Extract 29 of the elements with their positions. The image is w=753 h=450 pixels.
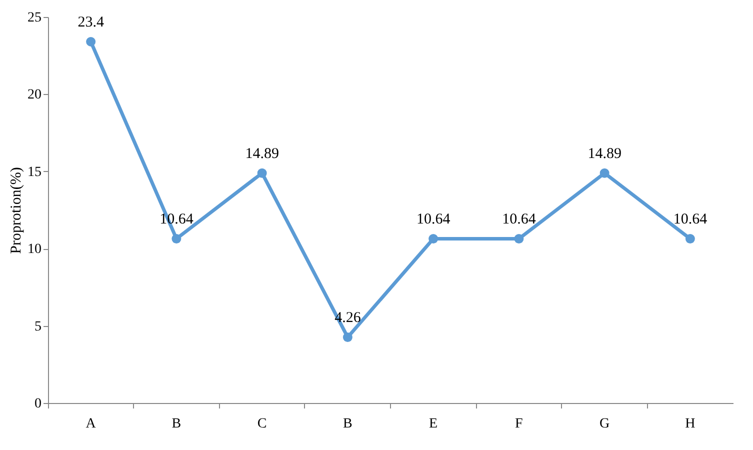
x-tick-label: A	[86, 416, 97, 432]
y-tick-label: 0	[34, 396, 42, 412]
point	[514, 234, 524, 244]
y-axis-title: Proprotion(%)	[8, 167, 24, 254]
x-tick-label: G	[600, 416, 610, 432]
data-label: 10.64	[416, 212, 451, 228]
point	[600, 168, 610, 178]
x-tick-label: F	[515, 416, 524, 432]
data-label: 10.64	[502, 212, 536, 228]
point	[342, 332, 352, 342]
x-tick-label: B	[343, 416, 352, 432]
point	[172, 234, 182, 244]
y-tick-label: 15	[28, 164, 42, 180]
data-label: 14.89	[245, 146, 279, 162]
y-tick-label: 20	[28, 88, 42, 103]
data-label: 14.89	[588, 146, 622, 162]
point	[257, 168, 267, 178]
data-label: 23.4	[78, 14, 104, 31]
point	[428, 234, 438, 244]
point	[685, 234, 695, 244]
x-tick-label: E	[429, 416, 438, 432]
y-tick-label: 10	[28, 242, 42, 258]
y-tick-label: 25	[28, 10, 42, 26]
x-tick-label: C	[257, 416, 267, 432]
x-tick-label: H	[685, 416, 696, 432]
data-label: 10.64	[673, 212, 708, 228]
y-tick-label: 5	[34, 319, 42, 334]
point	[86, 36, 96, 46]
x-tick-label: B	[172, 416, 182, 432]
